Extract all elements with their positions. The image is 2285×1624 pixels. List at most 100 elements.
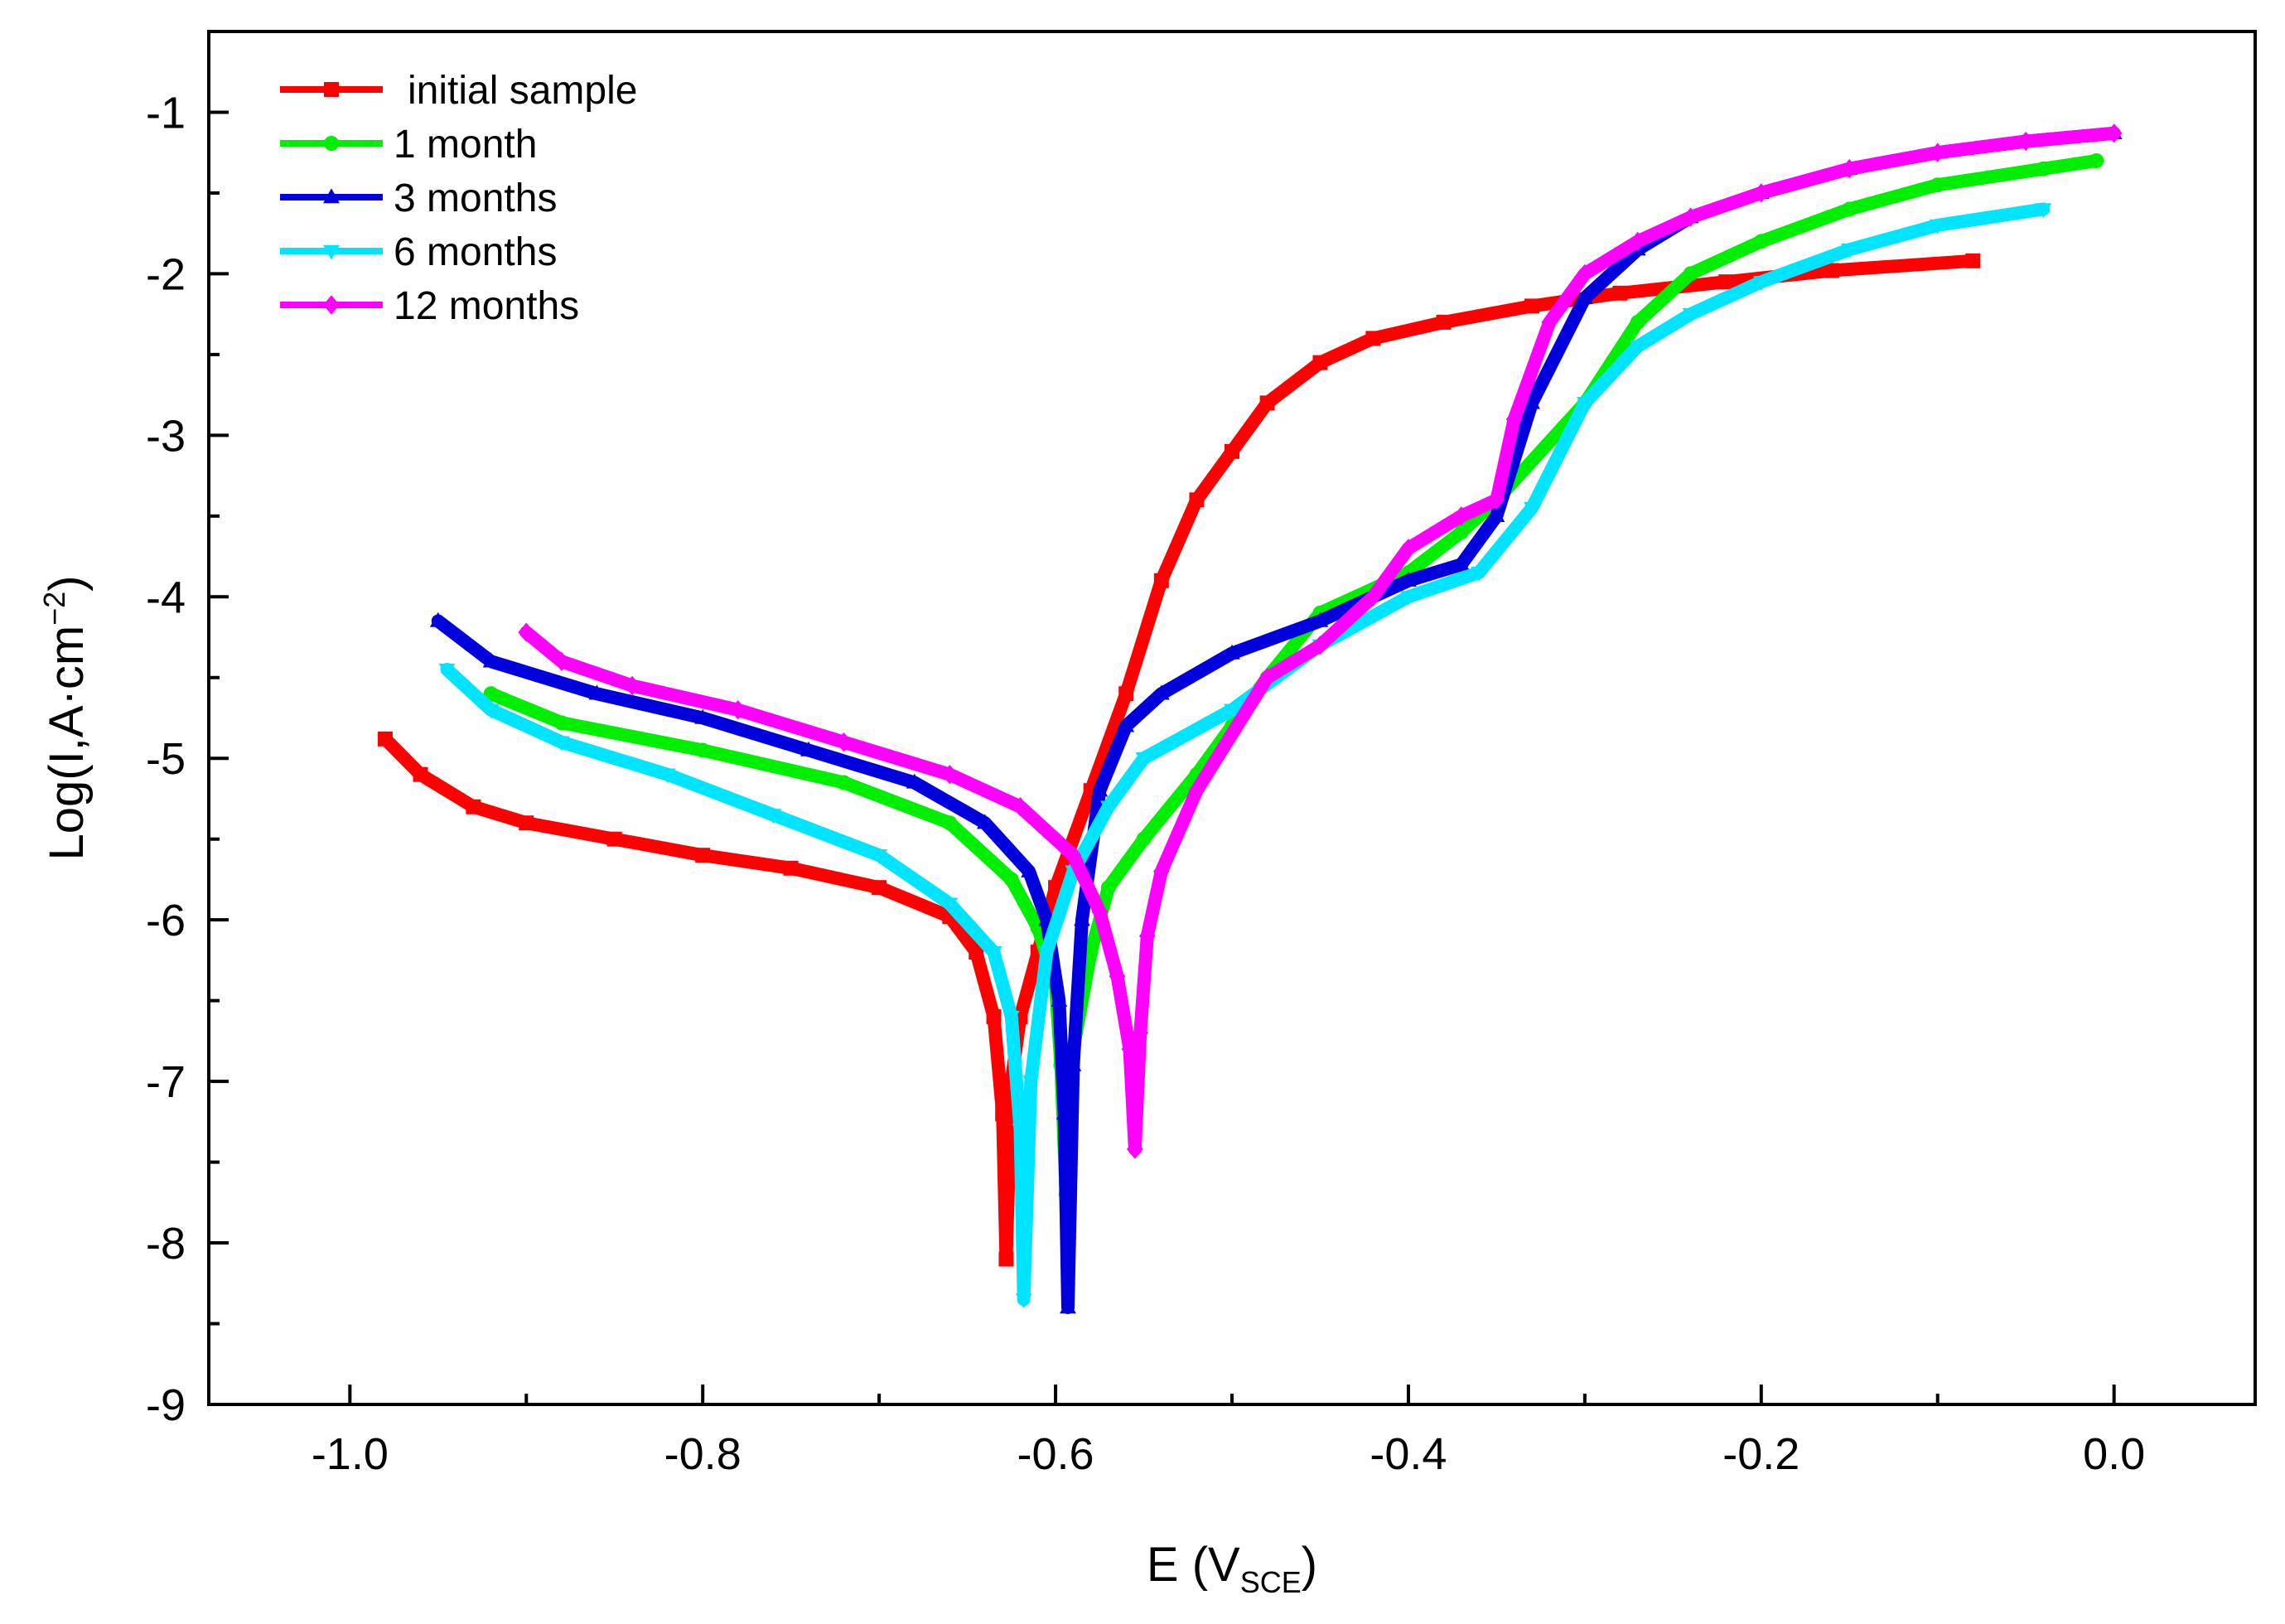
data-point-12-months [1121, 1039, 1138, 1059]
data-point-12-months [1752, 183, 1770, 203]
x-tick-label: -1.0 [312, 1429, 389, 1479]
data-point-12-months [1258, 668, 1276, 688]
data-point-12-months [1126, 1139, 1143, 1159]
data-point-1-month [1683, 266, 1698, 282]
legend-swatch-marker [323, 244, 340, 260]
data-point-initial-sample [1225, 443, 1239, 459]
data-point-3-months [1056, 1104, 1073, 1120]
data-point-1-month [2036, 161, 2051, 176]
legend-swatch-marker [324, 82, 339, 97]
data-point-3-months [800, 741, 817, 756]
data-point-12-months [1138, 926, 1156, 946]
data-point-12-months [1365, 587, 1382, 607]
y-axis-tick-labels: -9 -8 -7 -6 -5 -4 -3 -2 -1 [146, 88, 186, 1430]
data-point-12-months [624, 675, 640, 696]
data-point-1-month [1083, 945, 1099, 960]
x-axis-ticks [348, 1385, 2116, 1404]
data-point-initial-sample [872, 880, 887, 896]
legend-label: 1 month [394, 123, 537, 167]
y-axis-title-close: ) [40, 575, 94, 591]
data-point-12-months [1488, 490, 1505, 510]
data-point-1-month [1003, 872, 1019, 887]
data-point-12-months [729, 700, 746, 720]
data-point-initial-sample [1718, 274, 1734, 290]
data-point-6-months [1524, 501, 1540, 517]
y-tick-label: -2 [146, 249, 186, 299]
y-tick-label: -5 [146, 734, 186, 784]
data-point-12-months [1541, 312, 1558, 332]
data-point-1-month [1100, 880, 1116, 896]
data-point-1-month [942, 815, 958, 831]
data-point-6-months [1015, 1293, 1032, 1309]
data-point-6-months [1929, 219, 1946, 234]
legend-label: 3 months [394, 176, 557, 220]
x-tick-label: -0.4 [1370, 1429, 1447, 1479]
data-point-6-months [871, 849, 888, 864]
data-point-initial-sample [466, 799, 481, 814]
data-point-12-months [835, 732, 853, 752]
y-axis-ticks [209, 30, 229, 1406]
x-axis-tick-labels: -1.0 -0.8 -0.6 -0.4 -0.2 0.0 [312, 1429, 2145, 1479]
y-tick-label: -4 [146, 573, 186, 622]
data-point-initial-sample [1965, 253, 1981, 268]
data-point-3-months [1074, 911, 1090, 926]
x-tick-label: -0.8 [664, 1429, 742, 1479]
data-point-12-months [1400, 539, 1417, 558]
data-point-1-month [1136, 831, 1152, 847]
data-point-3-months [1021, 862, 1038, 877]
data-point-initial-sample [519, 815, 534, 831]
data-point-initial-sample [998, 1251, 1014, 1267]
data-point-6-months [1224, 703, 1240, 719]
x-axis-title-close: ) [1302, 1538, 1317, 1592]
data-point-1-month [1930, 177, 1945, 193]
data-point-3-months [976, 814, 993, 829]
legend-swatch-marker [323, 188, 340, 204]
legend: initial sample 1 month 3 months 6 months 12 … [280, 69, 637, 328]
data-point-6-months [765, 809, 782, 824]
data-point-initial-sample [1189, 492, 1205, 508]
data-point-12-months [941, 765, 959, 785]
series-12-months [518, 123, 2123, 1159]
data-point-initial-sample [1048, 880, 1064, 896]
data-point-6-months [482, 703, 500, 719]
data-point-12-months [1065, 845, 1082, 865]
series-line-6-months [440, 202, 2051, 1307]
series-1-month [483, 152, 2104, 1202]
data-point-12-months [1841, 159, 1858, 179]
data-point-12-months [2017, 131, 2035, 152]
data-point-3-months [1400, 572, 1417, 587]
data-point-initial-sample [1259, 395, 1275, 411]
y-tick-label: -1 [146, 88, 186, 138]
data-point-6-months [2035, 203, 2052, 219]
plot-frame [207, 30, 2257, 1406]
series-line-1-month [484, 154, 2104, 1201]
legend-swatch-marker [323, 295, 340, 315]
data-point-12-months [1929, 143, 1946, 162]
data-point-6-months [941, 897, 959, 913]
series-6-months [438, 202, 2052, 1309]
data-point-3-months [1060, 1298, 1076, 1314]
data-point-initial-sample [969, 945, 984, 960]
x-axis-title-subscript: SCE [1240, 1565, 1302, 1599]
data-point-1-month [483, 686, 499, 702]
y-tick-label: -9 [146, 1380, 186, 1430]
data-point-initial-sample [413, 766, 428, 782]
data-point-3-months [482, 652, 500, 668]
data-point-12-months [1452, 506, 1470, 526]
data-point-initial-sample [1824, 263, 1839, 278]
data-point-6-months [1038, 945, 1056, 961]
data-point-3-months [1065, 1056, 1082, 1071]
data-point-12-months [1224, 724, 1240, 744]
data-point-6-months [659, 768, 676, 784]
data-point-12-months [1629, 231, 1646, 252]
data-point-3-months [588, 684, 606, 700]
data-point-6-months [1012, 1124, 1029, 1139]
data-point-12-months [1188, 781, 1205, 800]
data-point-initial-sample [695, 848, 711, 863]
data-point-12-months [1576, 263, 1593, 284]
legend-item-initial-sample: initial sample [280, 69, 637, 113]
data-point-6-months [1400, 591, 1417, 607]
data-point-initial-sample [1436, 314, 1452, 330]
data-point-6-months [1752, 275, 1770, 291]
